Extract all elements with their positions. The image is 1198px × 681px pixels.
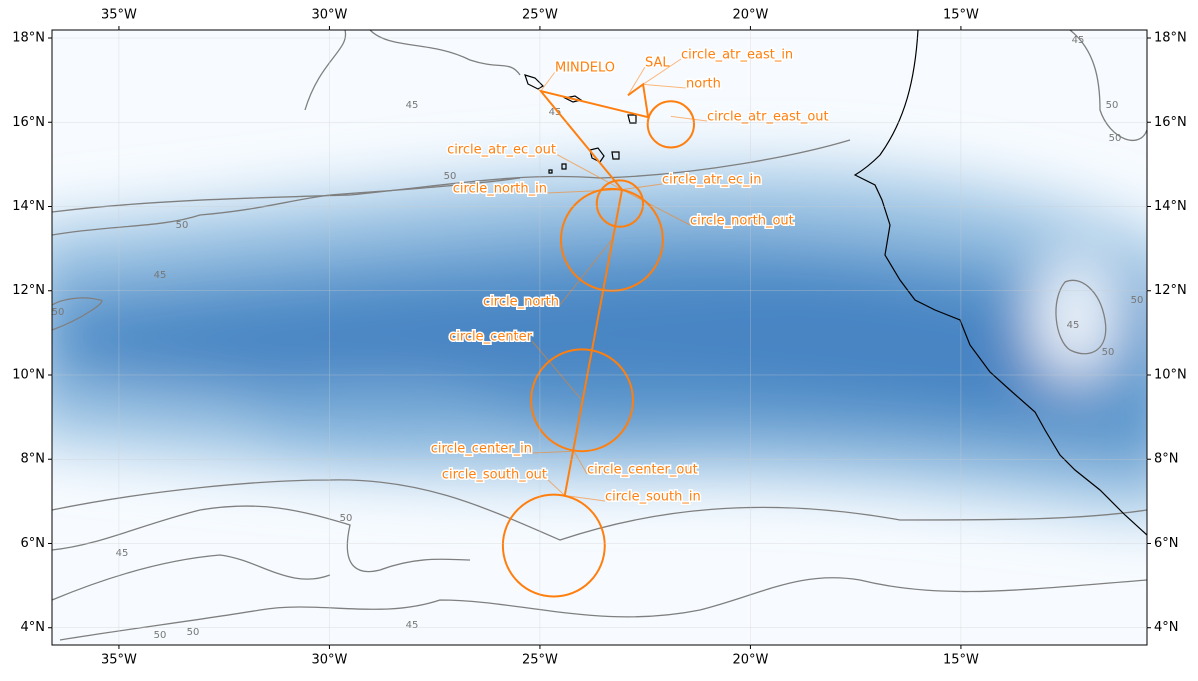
- contour-label: 50: [1106, 100, 1119, 111]
- leader-line: [621, 189, 691, 226]
- point-label: circle_center_out: [587, 463, 698, 478]
- flight-circle: [595, 179, 645, 228]
- contour-label: 45: [116, 548, 129, 559]
- contour-label: 50: [154, 630, 167, 641]
- leader-line: [670, 115, 708, 122]
- y-tick-label: 18°N: [12, 31, 45, 46]
- x-tick-label: 15°W: [943, 653, 979, 668]
- contour-label: 50: [52, 307, 65, 318]
- leader-line: [540, 71, 556, 92]
- contour-label: 45: [154, 270, 167, 281]
- y-tick-label: 6°N: [1154, 536, 1179, 551]
- y-tick-label: 16°N: [1154, 115, 1187, 130]
- y-tick-label: 6°N: [21, 536, 46, 551]
- field: 45 50 50 45 50 50 45 45 50 45 50 50 45 50 50 45 50 MINDEL…: [52, 30, 1147, 645]
- point-label: circle_north: [483, 295, 559, 310]
- leader-line: [643, 83, 687, 89]
- contour-label: 45: [406, 620, 419, 631]
- y-tick-label: 10°N: [12, 367, 45, 382]
- point-label: MINDELO: [555, 61, 615, 76]
- x-tick-label: 25°W: [522, 8, 558, 23]
- point-label: circle_atr_ec_in: [662, 173, 761, 188]
- contour-label: 50: [1102, 347, 1115, 358]
- y-tick-label: 12°N: [12, 283, 45, 298]
- contour-label: 45: [549, 107, 562, 118]
- x-tick-label: 35°W: [101, 8, 137, 23]
- y-tick-label: 14°N: [1154, 199, 1187, 214]
- contour-label: 50: [1131, 295, 1144, 306]
- flight-circle: [646, 100, 696, 149]
- y-tick-label: 4°N: [21, 620, 46, 635]
- leader-line: [546, 478, 566, 496]
- y-tick-label: 8°N: [21, 452, 46, 467]
- x-tick-label: 20°W: [732, 653, 768, 668]
- contour-label: 45: [406, 100, 419, 111]
- y-tick-label: 4°N: [1154, 620, 1179, 635]
- y-tick-label: 16°N: [12, 115, 45, 130]
- leader-line: [621, 183, 663, 191]
- point-label: circle_south_out: [442, 468, 547, 483]
- leader-line: [531, 340, 583, 401]
- x-tick-label: 20°W: [732, 8, 768, 23]
- y-tick-label: 12°N: [1154, 283, 1187, 298]
- point-label: circle_north_in: [453, 182, 547, 197]
- y-tick-label: 14°N: [12, 199, 45, 214]
- x-tick-label: 25°W: [522, 653, 558, 668]
- y-tick-label: 8°N: [1154, 452, 1179, 467]
- flight-circle: [530, 348, 634, 453]
- point-label: SAL: [645, 56, 670, 71]
- contour-label: 50: [187, 627, 200, 638]
- leader-line: [627, 66, 646, 96]
- contour-label: 50: [1109, 133, 1122, 144]
- leader-line: [642, 58, 682, 85]
- point-label: north: [686, 77, 721, 92]
- contour-label: 50: [444, 171, 457, 182]
- point-label: circle_center_in: [431, 442, 532, 457]
- point-label: circle_atr_east_in: [681, 48, 793, 63]
- contour-label: 50: [340, 513, 353, 524]
- point-label: circle_north_out: [690, 214, 794, 229]
- x-tick-label: 30°W: [311, 8, 347, 23]
- leader-line: [546, 189, 623, 194]
- y-tick-label: 10°N: [1154, 367, 1187, 382]
- contour-label: 50: [176, 220, 189, 231]
- point-label: circle_south_in: [605, 490, 701, 505]
- x-tick-label: 35°W: [101, 653, 137, 668]
- leader-line: [573, 450, 588, 475]
- leader-line: [558, 239, 613, 307]
- contour-label: 45: [1067, 320, 1080, 331]
- point-label: circle_atr_ec_out: [447, 143, 556, 158]
- x-tick-label: 15°W: [943, 8, 979, 23]
- point-label: circle_center: [449, 330, 533, 345]
- flight-circle: [501, 493, 606, 598]
- y-tick-label: 18°N: [1154, 31, 1187, 46]
- flight-track: [538, 82, 650, 496]
- leader-line: [531, 450, 575, 454]
- contour-label: 45: [1072, 35, 1085, 46]
- point-label: circle_atr_east_out: [707, 110, 829, 125]
- leader-line: [564, 494, 606, 502]
- leader-line: [555, 153, 623, 191]
- frame: [51, 29, 1148, 646]
- x-tick-label: 30°W: [311, 653, 347, 668]
